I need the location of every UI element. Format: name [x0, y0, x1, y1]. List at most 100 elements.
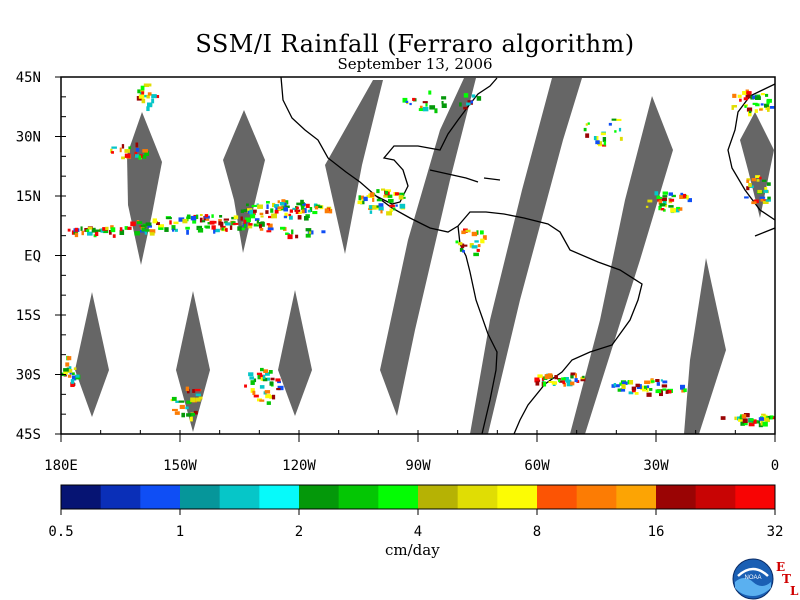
- rain-speck: [755, 175, 761, 178]
- rain-speck: [256, 220, 259, 224]
- rain-speck: [259, 227, 264, 231]
- rain-speck: [618, 127, 622, 132]
- rain-speck: [119, 230, 125, 235]
- rain-speck: [105, 226, 109, 231]
- rain-speck: [70, 379, 75, 384]
- rain-speck: [186, 214, 191, 220]
- rain-speck: [194, 388, 201, 392]
- rain-speck: [152, 218, 157, 224]
- rain-speck: [739, 415, 743, 420]
- rain-speck: [95, 229, 101, 232]
- rain-speck: [647, 199, 653, 203]
- rain-speck: [94, 231, 99, 237]
- rain-speck: [196, 214, 199, 220]
- rain-speck: [317, 205, 323, 209]
- rain-speck: [195, 397, 201, 402]
- rain-speck: [251, 204, 258, 207]
- rain-speck: [645, 205, 649, 208]
- rain-speck: [199, 214, 203, 217]
- rain-speck: [621, 384, 626, 389]
- rain-speck: [67, 228, 71, 232]
- rain-speck: [419, 105, 423, 109]
- rain-speck: [737, 94, 742, 98]
- rain-speck: [146, 83, 152, 87]
- rain-speck: [102, 227, 108, 231]
- rain-speck: [253, 223, 259, 227]
- rain-speck: [761, 413, 766, 416]
- rain-speck: [136, 221, 143, 225]
- rain-speck: [357, 200, 363, 205]
- rain-speck: [260, 367, 264, 372]
- rain-speck: [574, 373, 577, 378]
- rain-speck: [224, 221, 228, 224]
- rain-speck: [542, 381, 547, 387]
- rain-speck: [628, 391, 634, 395]
- rain-speck: [190, 215, 197, 221]
- rain-speck: [266, 201, 270, 204]
- rain-speck: [186, 229, 189, 235]
- rain-speck: [580, 377, 586, 382]
- rain-speck: [412, 97, 416, 101]
- rain-speck: [308, 231, 312, 234]
- lat-label: 30N: [16, 130, 41, 146]
- rain-speck: [266, 230, 272, 233]
- rain-speck: [562, 380, 566, 385]
- rain-speck: [613, 383, 617, 387]
- rain-speck: [378, 203, 384, 207]
- rain-speck: [739, 98, 742, 102]
- rain-speck: [259, 399, 265, 402]
- colorbar-swatch: [576, 485, 617, 509]
- rain-speck: [425, 103, 428, 107]
- rain-speck: [600, 132, 606, 136]
- colorbar-labels: 0.5 1 2 4 8 16 32: [48, 524, 783, 540]
- rain-speck: [232, 222, 239, 225]
- rain-speck: [253, 378, 257, 383]
- colorbar-swatch: [100, 485, 141, 509]
- rain-speck: [281, 206, 286, 211]
- rain-speck: [611, 384, 616, 388]
- rain-speck: [763, 414, 768, 420]
- rain-speck: [283, 202, 287, 208]
- rain-speck: [285, 232, 289, 236]
- rain-speck: [110, 148, 113, 154]
- rain-speck: [158, 227, 164, 230]
- colorbar-swatch: [656, 485, 697, 509]
- rain-speck: [237, 226, 242, 231]
- rain-speck: [742, 418, 748, 423]
- rain-speck: [63, 368, 69, 372]
- rain-speck: [144, 231, 148, 235]
- rain-speck: [147, 225, 153, 228]
- rain-speck: [760, 103, 764, 106]
- rain-speck: [662, 195, 668, 198]
- rain-speck: [233, 215, 239, 220]
- rain-speck: [460, 243, 465, 249]
- rain-speck: [124, 153, 131, 158]
- rain-speck: [643, 385, 647, 391]
- rain-speck: [662, 380, 668, 384]
- rain-speck: [602, 144, 607, 147]
- rain-speck: [305, 228, 312, 232]
- rain-speck: [583, 127, 587, 132]
- rain-speck: [602, 137, 607, 142]
- colorbar-swatch: [299, 485, 340, 509]
- rain-speck: [260, 221, 265, 226]
- etl-letter-t: T: [782, 572, 791, 586]
- rain-speck: [275, 207, 278, 212]
- rain-speck: [720, 416, 726, 420]
- rain-speck: [617, 388, 622, 392]
- rain-speck: [284, 212, 288, 218]
- rain-speck: [732, 93, 737, 98]
- rain-speck: [748, 111, 752, 117]
- colorbar-tick-label: 2: [295, 524, 303, 540]
- rain-speck: [760, 196, 764, 202]
- rain-speck: [766, 100, 770, 105]
- rain-speck: [179, 404, 185, 410]
- rain-speck: [769, 415, 774, 418]
- rain-speck: [68, 366, 72, 370]
- rain-speck: [81, 230, 84, 236]
- swath-gap: [75, 292, 109, 417]
- rain-speck: [668, 192, 673, 196]
- rain-speck: [246, 203, 249, 207]
- rain-speck: [679, 194, 686, 199]
- rain-speck: [480, 230, 484, 235]
